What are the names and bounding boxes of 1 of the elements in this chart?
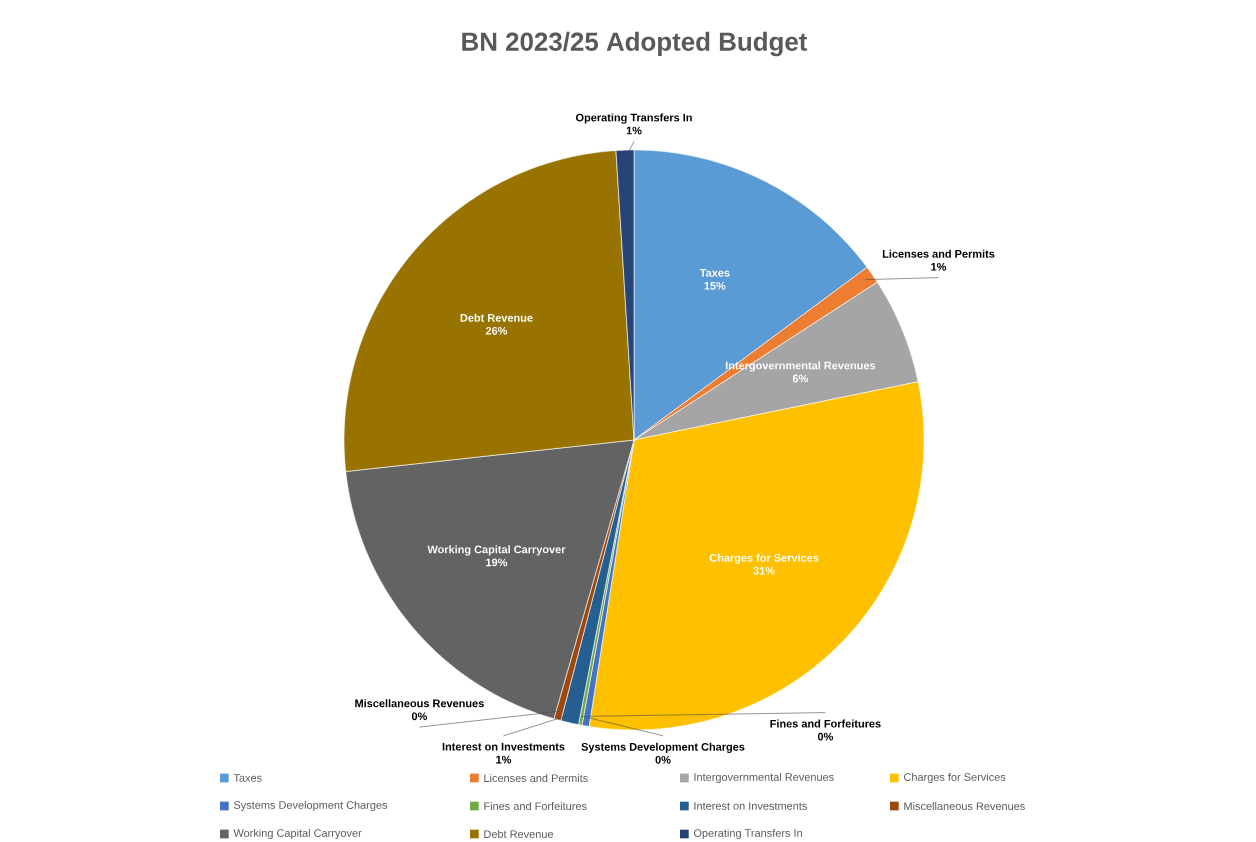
chart-title: BN 2023/25 Adopted Budget xyxy=(462,31,808,57)
